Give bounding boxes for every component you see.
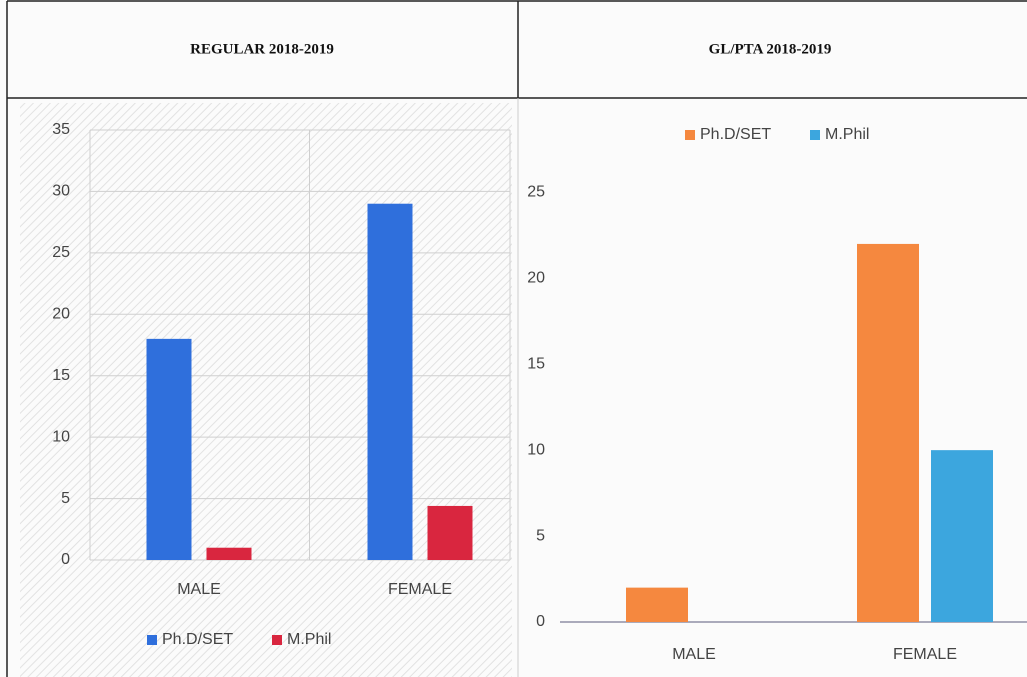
x-tick-label: FEMALE (893, 646, 957, 663)
y-tick-label: 20 (52, 306, 70, 323)
legend-label: Ph.D/SET (700, 126, 771, 143)
column-header: REGULAR 2018-2019 (190, 41, 334, 57)
legend-swatch (272, 635, 282, 645)
bar (206, 547, 252, 560)
y-tick-label: 15 (527, 355, 545, 372)
legend-label: Ph.D/SET (162, 631, 233, 648)
y-tick-label: 30 (52, 183, 70, 200)
bar (367, 203, 413, 560)
y-tick-label: 10 (52, 428, 70, 445)
y-tick-label: 20 (527, 270, 545, 287)
bar (427, 505, 473, 560)
x-tick-label: MALE (672, 646, 716, 663)
bar (626, 587, 688, 622)
y-tick-label: 15 (52, 367, 70, 384)
y-tick-label: 35 (52, 121, 70, 138)
legend-label: M.Phil (287, 631, 331, 648)
x-tick-label: FEMALE (388, 581, 452, 598)
bar (857, 243, 919, 623)
x-tick-label: MALE (177, 581, 221, 598)
legend-swatch (810, 130, 820, 140)
chart-background (20, 103, 512, 677)
y-tick-label: 0 (536, 613, 545, 630)
y-tick-label: 10 (527, 441, 545, 458)
y-tick-label: 25 (527, 184, 545, 201)
y-tick-label: 25 (52, 244, 70, 261)
y-tick-label: 5 (536, 527, 545, 544)
legend-swatch (147, 635, 157, 645)
legend-label: M.Phil (825, 126, 869, 143)
y-tick-label: 0 (61, 551, 70, 568)
y-tick-label: 5 (61, 490, 70, 507)
column-header: GL/PTA 2018-2019 (709, 41, 832, 57)
bar (146, 338, 192, 560)
legend-swatch (685, 130, 695, 140)
bar (931, 450, 993, 622)
